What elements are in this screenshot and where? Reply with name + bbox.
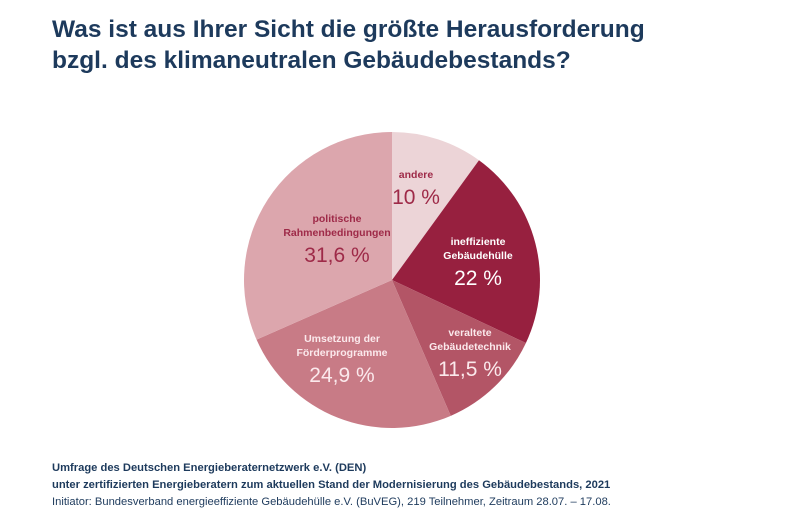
- slice-value-label: 24,9 %: [309, 364, 374, 387]
- slice-label: Umsetzung der: [304, 333, 380, 345]
- footer-line-2: unter zertifizierten Energieberatern zum…: [52, 479, 611, 491]
- pie-slice: [392, 160, 540, 344]
- pie-slice: [392, 132, 479, 280]
- title-line-1: Was ist aus Ihrer Sicht die größte Herau…: [52, 16, 645, 43]
- footer-line-1: Umfrage des Deutschen Energieberaternetz…: [52, 462, 367, 474]
- slice-value-label: 31,6 %: [304, 244, 369, 267]
- slice-label: Gebäudetechnik: [429, 341, 511, 353]
- title-line-2: bzgl. des klimaneutralen Gebäudebestands…: [52, 47, 571, 74]
- slice-label: Rahmenbedingungen: [283, 227, 390, 239]
- pie-slice: [244, 132, 392, 340]
- slice-label: ineffiziente: [451, 236, 506, 248]
- pie-slice: [256, 280, 451, 428]
- chart-title: Was ist aus Ihrer Sicht die größte Herau…: [52, 14, 752, 76]
- slice-label: Gebäudehülle: [443, 250, 513, 262]
- slice-label: Förderprogramme: [296, 347, 387, 359]
- slice-label: veraltete: [448, 327, 491, 339]
- slice-label: politische: [312, 213, 361, 225]
- slice-label: andere: [399, 169, 434, 181]
- slice-value-label: 22 %: [454, 267, 502, 290]
- slice-value-label: 11,5 %: [438, 358, 502, 381]
- footer-line-3: Initiator: Bundesverband energieeffizien…: [52, 496, 611, 508]
- pie-slice: [392, 280, 526, 416]
- slice-value-label: 10 %: [392, 186, 440, 209]
